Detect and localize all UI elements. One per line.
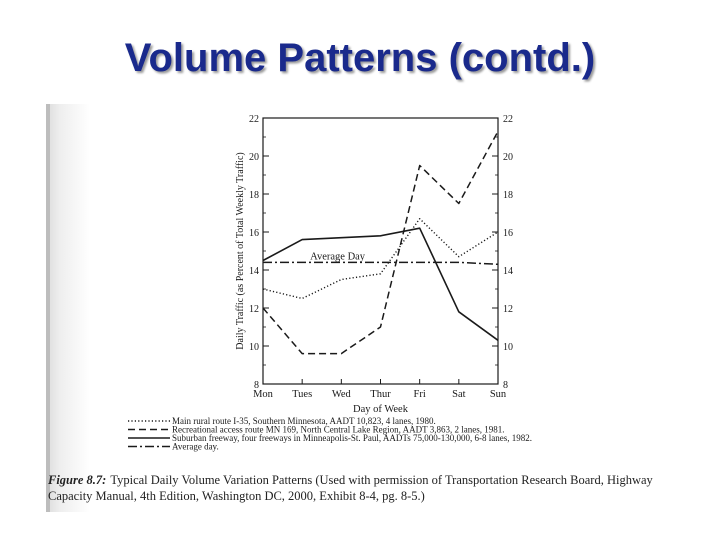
y-tick-label-left: 10 <box>249 342 259 353</box>
y-tick-label-right: 20 <box>503 152 513 163</box>
y-axis-title: Daily Traffic (as Percent of Total Weekl… <box>235 152 246 349</box>
x-tick-label: Wed <box>332 389 352 400</box>
y-tick-label-right: 10 <box>503 342 513 353</box>
y-tick-label-left: 18 <box>249 190 259 201</box>
x-tick-label: Thur <box>370 389 391 400</box>
chart-axes <box>262 117 499 385</box>
series-line-dashed <box>262 130 499 355</box>
x-axis-title: Day of Week <box>353 404 409 415</box>
scanned-figure <box>46 104 698 512</box>
y-tick-label-left: 20 <box>249 152 259 163</box>
slide-title: Volume Patterns (contd.) <box>124 36 596 80</box>
y-tick-label-right: 12 <box>503 304 513 315</box>
chart-legend: Main rural route I-35, Southern Minnesot… <box>128 416 532 452</box>
chart-labels: 8 8 10 10 12 12 14 14 16 16 18 18 20 20 22 22 Mon Tues Wed… <box>235 114 513 415</box>
series-line-dash-dot <box>263 261 499 266</box>
figure-caption-text: Typical Daily Volume Variation Patterns … <box>48 473 653 503</box>
y-tick-label-right: 8 <box>503 380 508 391</box>
series-line-solid <box>262 227 499 341</box>
figure-label: Figure 8.7: <box>48 473 107 487</box>
x-tick-label: Sun <box>490 389 507 400</box>
plot-frame <box>262 117 499 385</box>
legend-entry: Suburban freeway, four freeways in Minne… <box>172 433 532 443</box>
figure-caption: Figure 8.7: Typical Daily Volume Variatio… <box>48 472 688 504</box>
x-tick-label: Mon <box>253 389 274 400</box>
y-tick-label-left: 8 <box>254 380 259 391</box>
annotation-background <box>307 249 374 262</box>
y-tick-label-left: 12 <box>249 304 259 315</box>
scan-binding-edge <box>46 104 50 512</box>
legend-entry: Main rural route I-35, Southern Minnesot… <box>172 416 436 426</box>
y-tick-label-left: 22 <box>249 114 259 125</box>
average-day-annotation: Average Day <box>310 251 366 262</box>
x-tick-label: Fri <box>414 389 426 400</box>
x-tick-label: Tues <box>292 389 312 400</box>
y-tick-label-left: 14 <box>249 266 259 277</box>
legend-entry: Recreational access route MN 169, North … <box>172 425 505 435</box>
legend-entry: Average day. <box>172 442 219 452</box>
y-tick-label-right: 22 <box>503 114 513 125</box>
y-tick-label-right: 14 <box>503 266 513 277</box>
chart-ticks <box>262 117 499 385</box>
chart-series <box>262 130 499 355</box>
y-tick-label-left: 16 <box>249 228 259 239</box>
y-tick-label-right: 18 <box>503 190 513 201</box>
x-tick-label: Sat <box>452 389 466 400</box>
series-line-dotted <box>262 217 499 300</box>
y-tick-label-right: 16 <box>503 228 513 239</box>
